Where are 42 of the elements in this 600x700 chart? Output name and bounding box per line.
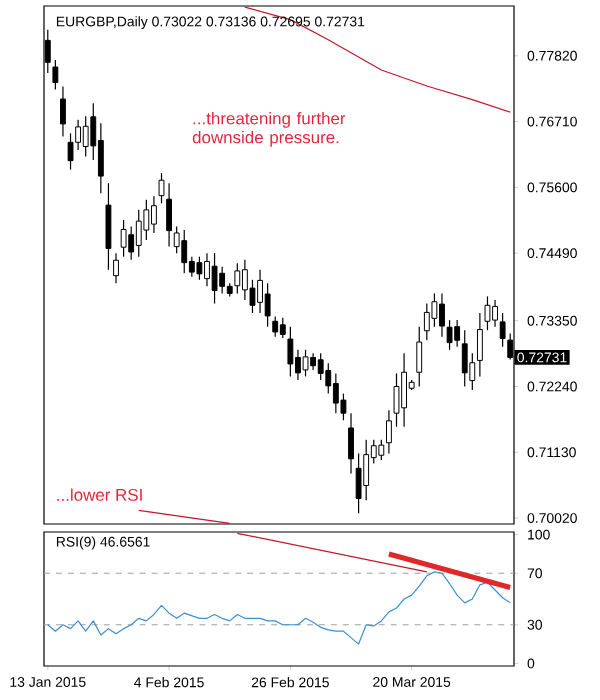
candlestick [302,349,309,378]
candlestick [150,195,157,234]
candlestick [82,115,89,158]
candlestick [113,252,119,284]
candlestick [401,352,408,428]
candlestick [461,329,468,388]
candlestick [431,292,438,328]
candlestick [363,439,370,501]
candlestick [439,292,445,338]
candlestick [60,85,66,137]
candlestick [143,199,150,241]
candlestick [241,259,248,301]
candlestick [499,312,506,348]
candlestick [52,59,59,91]
candlestick [264,282,271,328]
candlestick [166,182,173,248]
candlestick [135,209,142,258]
candlestick [317,352,324,381]
candlestick [211,252,218,305]
candlestick [128,225,135,261]
candlestick [423,302,430,341]
candlestick [332,372,339,414]
annotation: ...lower RSI [57,488,142,501]
candlestick [204,252,210,287]
candlestick [454,319,461,348]
candlestick [120,219,127,258]
candlestick [257,269,263,314]
candlestick [279,317,286,339]
candlestick [105,182,112,271]
candlestick [272,315,279,338]
candlestick [181,229,188,274]
candlestick [219,266,226,295]
candlestick [355,452,362,514]
candlestick [416,326,423,388]
candlestick [196,256,203,281]
candlestick [476,312,483,378]
candlestick [378,439,385,461]
candlestick [492,299,498,328]
candlestick [234,262,241,295]
candlestick [97,122,104,194]
annotation: ...threatening further downside pressure. [192,111,346,147]
candlestick [287,326,294,378]
